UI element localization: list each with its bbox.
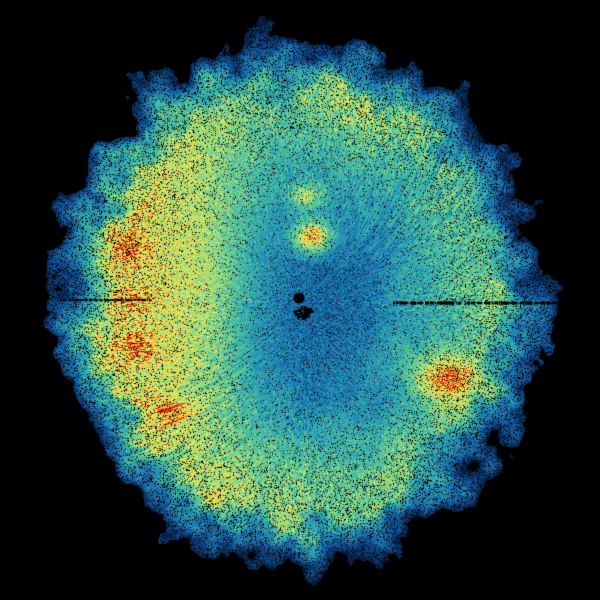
image-canvas: Radio interferometric intensity map blac… [0,0,600,600]
radio-intensity-heatmap [0,0,600,600]
